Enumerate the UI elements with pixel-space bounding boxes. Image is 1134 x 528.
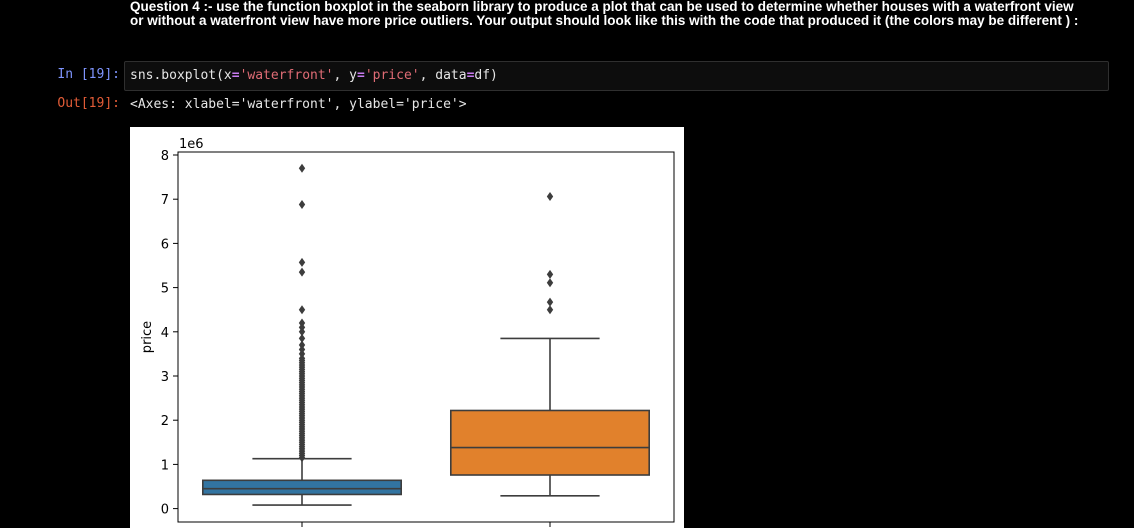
outlier-point — [546, 278, 554, 288]
output-text: <Axes: xlabel='waterfront', ylabel='pric… — [130, 97, 467, 112]
outlier-point — [298, 267, 306, 277]
outlier-point — [298, 318, 306, 328]
outlier-point — [298, 200, 306, 210]
outlier-point — [298, 333, 306, 343]
boxplot-chart: 0 1 2 3 4 5 6 7 8 1e6 price — [140, 137, 675, 527]
y-tick-label: 5 — [161, 282, 169, 297]
y-tick-label: 7 — [161, 193, 169, 208]
y-tick-label: 6 — [161, 237, 169, 252]
outlier-point — [298, 305, 306, 315]
y-tick-label: 8 — [161, 149, 169, 164]
code-token: = — [356, 68, 365, 83]
outlier-point — [546, 192, 554, 202]
axes-frame — [177, 151, 675, 523]
y-tick-label: 3 — [161, 370, 169, 385]
input-prompt: In [19]: — [57, 67, 120, 82]
outlier-point — [546, 305, 554, 315]
y-axis-label: price — [140, 321, 155, 353]
outlier-point — [298, 340, 306, 350]
code-token: 'waterfront' — [239, 68, 334, 83]
code-input-area[interactable]: sns.boxplot(x='waterfront', y='price', d… — [124, 61, 1109, 91]
code-token: = — [466, 68, 475, 83]
code-token: sns.boxplot(x — [130, 68, 232, 83]
y-tick-label: 1 — [161, 458, 169, 473]
y-tick-label: 4 — [161, 326, 169, 341]
outlier-point — [546, 269, 554, 279]
y-tick-label: 2 — [161, 414, 169, 429]
outlier-point — [546, 297, 554, 307]
code-token: 'price' — [364, 68, 420, 83]
outlier-point — [298, 163, 306, 173]
question-markdown: Question 4 :- use the function boxplot i… — [130, 0, 1079, 28]
output-prompt: Out[19]: — [57, 96, 120, 111]
code-token: = — [231, 68, 240, 83]
code-token: df) — [474, 68, 498, 83]
y-tick-label: 0 — [161, 503, 169, 518]
code-token: , y — [333, 68, 357, 83]
box-body — [449, 409, 650, 476]
y-scale-label: 1e6 — [179, 137, 204, 152]
boxplot-figure: 0 1 2 3 4 5 6 7 8 1e6 price — [130, 127, 684, 528]
code-token: , data — [419, 68, 467, 83]
outlier-point — [298, 257, 306, 267]
box-body — [202, 479, 402, 496]
